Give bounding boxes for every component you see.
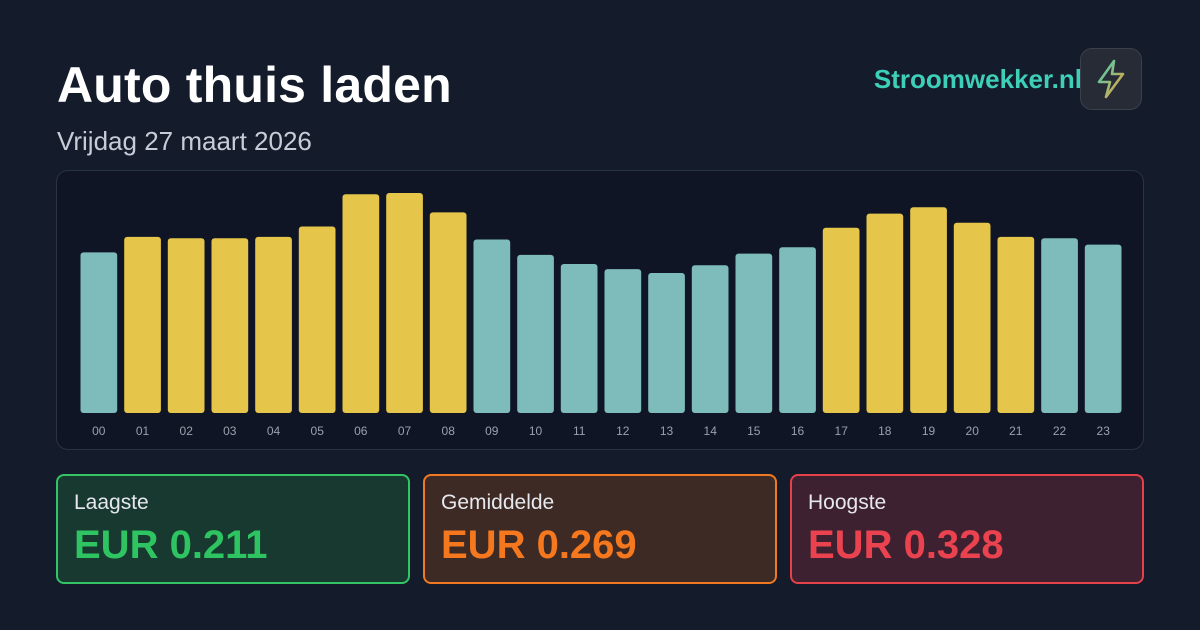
- x-tick-label: 09: [485, 424, 499, 438]
- bar-hour-10: [517, 254, 554, 413]
- x-tick-label: 13: [660, 424, 674, 438]
- x-tick-label: 06: [354, 424, 368, 438]
- bar-hour-02: [167, 238, 205, 413]
- bar-hour-11: [560, 264, 598, 413]
- stats-row: Laagste EUR 0.211 Gemiddelde EUR 0.269 H…: [56, 474, 1144, 584]
- stat-card-lowest: Laagste EUR 0.211: [56, 474, 410, 584]
- stat-label-highest: Hoogste: [808, 491, 887, 514]
- bar-hour-03: [211, 238, 249, 413]
- x-tick-label: 20: [966, 424, 980, 438]
- bar-hour-07: [386, 193, 423, 413]
- stat-label-average: Gemiddelde: [441, 491, 555, 514]
- brand-name[interactable]: Stroomwekker.nl: [873, 64, 1082, 94]
- bar-hour-01: [124, 236, 161, 413]
- x-tick-label: 02: [180, 424, 194, 438]
- x-tick-label: 15: [747, 424, 761, 438]
- bar-hour-05: [298, 226, 336, 413]
- bar-hour-06: [342, 194, 380, 413]
- brand-logo[interactable]: [1080, 48, 1142, 110]
- bar-hour-23: [1084, 244, 1122, 413]
- page-title: Auto thuis laden: [57, 57, 452, 113]
- date-subtitle: Vrijdag 27 maart 2026: [57, 126, 312, 156]
- stat-value-highest: EUR 0.328: [808, 523, 1004, 568]
- stat-value-average: EUR 0.269: [441, 523, 637, 568]
- stat-card-highest: Hoogste EUR 0.328: [790, 474, 1144, 584]
- bar-hour-17: [822, 227, 860, 413]
- x-tick-label: 18: [878, 424, 892, 438]
- price-chart: 00 01 02 03 04 05 06 07 08 09 10 11 12 13 14 15 16 17 18 19…: [56, 170, 1144, 450]
- bar-hour-15: [735, 253, 773, 413]
- bar-chart-svg: 00 01 02 03 04 05 06 07 08 09 10 11 12 13 14 15 16 17 18 19…: [80, 193, 1122, 438]
- bar-hour-13: [648, 273, 685, 413]
- bar-hour-09: [473, 239, 511, 413]
- bar-hour-00: [80, 252, 118, 413]
- x-tick-label: 22: [1053, 424, 1067, 438]
- bar-hour-08: [429, 212, 467, 413]
- x-tick-label: 08: [442, 424, 456, 438]
- bar-hour-16: [779, 247, 816, 413]
- bar-hour-20: [953, 222, 991, 413]
- bar-hour-19: [910, 207, 947, 413]
- stat-value-lowest: EUR 0.211: [74, 523, 268, 568]
- x-tick-label: 10: [529, 424, 543, 438]
- bar-hour-12: [604, 269, 642, 413]
- x-tick-label: 16: [791, 424, 805, 438]
- x-tick-label: 03: [223, 424, 237, 438]
- bar-hour-22: [1041, 238, 1078, 413]
- x-tick-label: 01: [136, 424, 150, 438]
- stat-label-lowest: Laagste: [74, 491, 149, 514]
- x-tick-label: 05: [311, 424, 325, 438]
- x-tick-label: 21: [1009, 424, 1023, 438]
- x-tick-label: 19: [922, 424, 936, 438]
- x-tick-label: 23: [1097, 424, 1111, 438]
- stat-card-average: Gemiddelde EUR 0.269: [423, 474, 777, 584]
- x-tick-label: 04: [267, 424, 281, 438]
- bar-hour-14: [691, 265, 729, 413]
- x-tick-label: 07: [398, 424, 412, 438]
- bar-hour-21: [997, 236, 1035, 413]
- lightning-bolt-icon: [1097, 59, 1125, 99]
- x-tick-label: 11: [573, 424, 586, 438]
- x-tick-label: 17: [835, 424, 849, 438]
- bar-hour-04: [255, 236, 292, 413]
- bar-hour-18: [866, 213, 904, 413]
- x-tick-label: 00: [92, 424, 106, 438]
- x-tick-label: 12: [616, 424, 630, 438]
- x-tick-label: 14: [704, 424, 718, 438]
